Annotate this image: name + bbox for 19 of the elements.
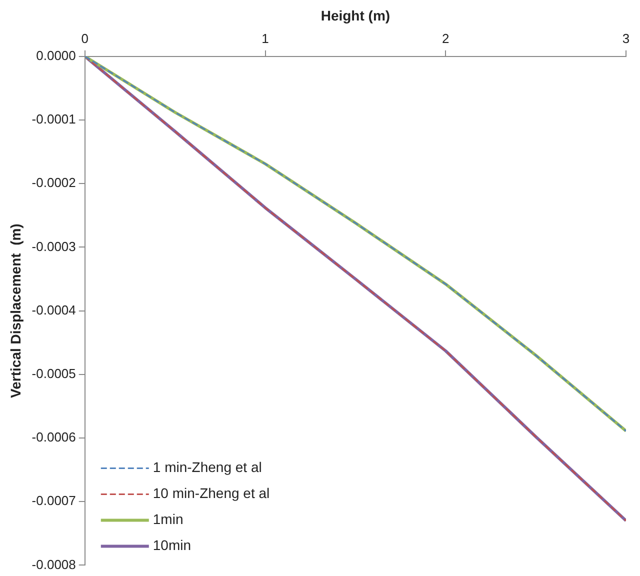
y-tick-label: -0.0007 xyxy=(32,493,76,508)
legend-label: 10 min-Zheng et al xyxy=(152,485,270,502)
legend-label: 1 min-Zheng et al xyxy=(152,459,262,476)
y-axis-title: Vertical Displacement (m) xyxy=(7,224,24,398)
y-tick-label: -0.0003 xyxy=(32,238,76,254)
legend-label: 1min xyxy=(152,511,184,528)
y-tick-label: 0.0000 xyxy=(36,48,76,63)
y-tick-label: -0.0005 xyxy=(32,366,76,381)
x-tick-label: 1 xyxy=(262,31,269,46)
x-axis-title: Height (m) xyxy=(320,7,390,24)
y-tick-label: -0.0004 xyxy=(32,302,76,318)
y-tick-label: -0.0002 xyxy=(32,175,76,190)
x-tick-label: 3 xyxy=(622,31,630,46)
x-tick-label: 2 xyxy=(442,31,450,46)
y-tick-label: -0.0006 xyxy=(32,430,76,445)
y-tick-label: -0.0001 xyxy=(32,112,76,127)
legend-label: 10min xyxy=(152,537,192,554)
y-tick-label: -0.0008 xyxy=(32,556,76,572)
x-tick-label: 0 xyxy=(81,31,89,46)
